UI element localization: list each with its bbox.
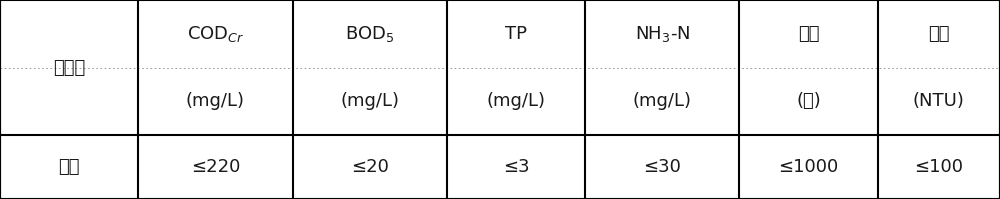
Text: ≤30: ≤30 — [643, 158, 681, 176]
Text: ≤3: ≤3 — [503, 158, 529, 176]
Text: TP: TP — [505, 25, 527, 43]
Text: NH$_{3}$-N: NH$_{3}$-N — [635, 24, 690, 44]
Text: (NTU): (NTU) — [913, 93, 965, 110]
Text: ≤20: ≤20 — [351, 158, 389, 176]
Text: (mg/L): (mg/L) — [486, 93, 545, 110]
Text: (倍): (倍) — [796, 93, 821, 110]
Text: ≤220: ≤220 — [191, 158, 240, 176]
Text: (mg/L): (mg/L) — [186, 93, 245, 110]
Text: (mg/L): (mg/L) — [633, 93, 692, 110]
Text: (mg/L): (mg/L) — [340, 93, 399, 110]
Text: 污染物: 污染物 — [53, 59, 85, 77]
Text: 色度: 色度 — [798, 25, 819, 43]
Text: 濁度: 濁度 — [928, 25, 950, 43]
Text: COD$_{Cr}$: COD$_{Cr}$ — [187, 24, 244, 44]
Text: BOD$_{5}$: BOD$_{5}$ — [345, 24, 394, 44]
Text: ≤100: ≤100 — [914, 158, 963, 176]
Text: ≤1000: ≤1000 — [778, 158, 839, 176]
Text: 指标: 指标 — [58, 158, 80, 176]
